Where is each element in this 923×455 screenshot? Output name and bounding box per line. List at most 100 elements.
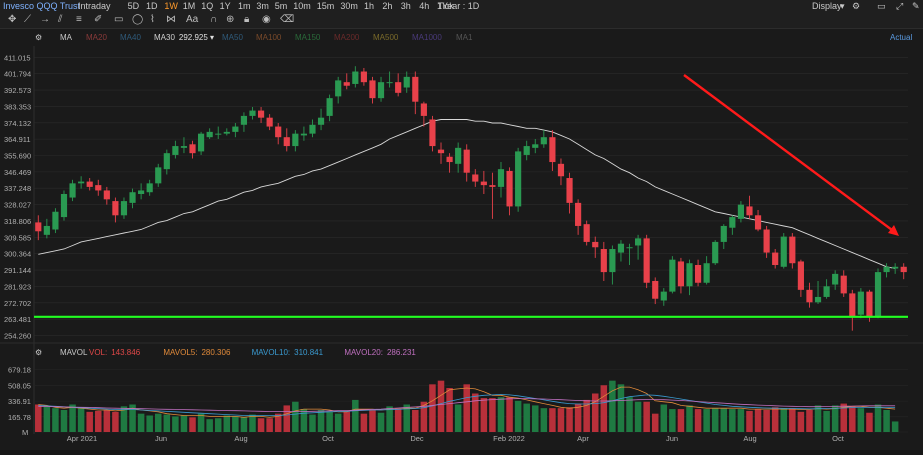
volume-bar[interactable]	[694, 409, 702, 432]
candle-body[interactable]	[772, 252, 779, 265]
volume-bar[interactable]	[514, 400, 522, 432]
period-tick[interactable]: Tick	[437, 1, 454, 11]
volume-bar[interactable]	[257, 418, 265, 432]
volume-bar[interactable]	[420, 401, 428, 432]
candle-body[interactable]	[566, 178, 573, 203]
volume-bar[interactable]	[634, 401, 642, 432]
candle-body[interactable]	[583, 224, 590, 242]
candle-body[interactable]	[395, 82, 402, 93]
volume-bar[interactable]	[797, 411, 805, 432]
text-tool-icon[interactable]: Aa	[186, 14, 199, 25]
candle-body[interactable]	[540, 137, 547, 145]
candle-body[interactable]	[832, 273, 839, 285]
period-2h[interactable]: 2h	[382, 1, 393, 11]
candle-body[interactable]	[883, 266, 890, 273]
brush-icon[interactable]: ✐	[94, 14, 103, 25]
volume-bar[interactable]	[120, 406, 128, 432]
candle-body[interactable]	[677, 261, 685, 287]
candle-body[interactable]	[69, 183, 76, 198]
candle-body[interactable]	[900, 266, 907, 273]
period-4h[interactable]: 4h	[419, 1, 430, 11]
delete-icon[interactable]: ⌫	[280, 14, 295, 25]
candle-body[interactable]	[866, 291, 873, 317]
period-5d[interactable]: 5D	[127, 1, 140, 11]
volume-bar[interactable]	[232, 416, 239, 432]
volume-bar[interactable]	[369, 410, 376, 432]
candle-body[interactable]	[206, 131, 213, 138]
volume-bar[interactable]	[240, 417, 248, 432]
period-1d[interactable]: 1D	[146, 1, 158, 11]
candle-body[interactable]	[335, 80, 342, 97]
volume-bar[interactable]	[617, 384, 625, 432]
candle-body[interactable]	[429, 119, 436, 147]
volume-bar[interactable]	[249, 414, 256, 432]
volume-bar[interactable]	[154, 413, 162, 432]
volume-bar[interactable]	[489, 398, 496, 432]
volume-bar[interactable]	[506, 397, 513, 432]
period-1h[interactable]: 1h	[364, 1, 375, 11]
candle-body[interactable]	[814, 296, 822, 303]
candle-body[interactable]	[694, 265, 702, 283]
ma-item-ma20[interactable]: MA20	[86, 33, 107, 42]
volume-bar[interactable]	[472, 393, 479, 433]
volume-bar[interactable]	[549, 408, 556, 432]
period-intraday[interactable]: Intraday	[78, 1, 111, 11]
candle-body[interactable]	[215, 133, 222, 135]
volume-bar[interactable]	[429, 384, 436, 432]
volume-bar[interactable]	[129, 404, 136, 433]
volume-bar[interactable]	[686, 405, 693, 432]
candle-body[interactable]	[515, 151, 522, 207]
candle-body[interactable]	[369, 80, 376, 99]
actual-label[interactable]: Actual	[890, 33, 913, 42]
vol-item-0[interactable]: VOL: 143.846	[89, 348, 140, 357]
candle-body[interactable]	[275, 126, 282, 138]
candle-body[interactable]	[78, 181, 85, 184]
candle-body[interactable]	[480, 181, 487, 186]
period-1w[interactable]: 1W	[164, 1, 178, 11]
settings-icon[interactable]: ⚙	[852, 1, 861, 11]
candle-body[interactable]	[317, 117, 325, 125]
measure-icon[interactable]: ⊕	[226, 14, 235, 25]
candle-body[interactable]	[557, 163, 565, 177]
volume-bar[interactable]	[283, 405, 291, 432]
candle-body[interactable]	[95, 185, 102, 191]
volume-bar[interactable]	[557, 408, 565, 432]
candle-body[interactable]	[806, 289, 813, 303]
volume-bar[interactable]	[112, 411, 119, 432]
candle-body[interactable]	[463, 149, 470, 173]
period-1m[interactable]: 1m	[238, 1, 251, 11]
candle-body[interactable]	[549, 137, 556, 163]
volume-bar[interactable]	[360, 413, 368, 432]
period-1y[interactable]: 1Y	[219, 1, 231, 11]
volume-bar[interactable]	[771, 407, 779, 432]
edit-icon[interactable]: ✎	[912, 1, 920, 11]
crosshair-icon[interactable]: ✥	[8, 14, 17, 25]
candle-body[interactable]	[249, 110, 256, 116]
ray-tool-icon[interactable]: →	[40, 14, 50, 25]
downtrend-arrow[interactable]	[683, 74, 897, 234]
indicator-name[interactable]: MA	[60, 33, 72, 42]
candle-body[interactable]	[309, 124, 316, 134]
candle-body[interactable]	[609, 249, 616, 273]
candle-body[interactable]	[326, 98, 333, 116]
volume-bar[interactable]	[891, 421, 899, 432]
lock-icon[interactable]: 🔒︎	[244, 14, 250, 25]
eye-icon[interactable]: ◉	[262, 14, 271, 25]
candle-body[interactable]	[437, 149, 445, 154]
symbol-title[interactable]: Invesco QQQ Trust	[3, 1, 81, 11]
candle-body[interactable]	[360, 71, 367, 83]
candle-body[interactable]	[232, 126, 239, 132]
candle-body[interactable]	[35, 222, 42, 232]
candle-body[interactable]	[669, 259, 676, 292]
volume-bar[interactable]	[69, 404, 76, 433]
ma-item-ma100[interactable]: MA100	[256, 33, 281, 42]
volume-bar[interactable]	[574, 403, 582, 432]
candle-body[interactable]	[857, 291, 864, 315]
candle-body[interactable]	[223, 131, 230, 134]
candle-body[interactable]	[412, 76, 419, 102]
volume-bar[interactable]	[317, 410, 325, 432]
maximize-icon[interactable]: ⤢	[896, 1, 904, 11]
ma-item-ma1000[interactable]: MA1000	[412, 33, 442, 42]
volume-bar[interactable]	[437, 380, 445, 432]
